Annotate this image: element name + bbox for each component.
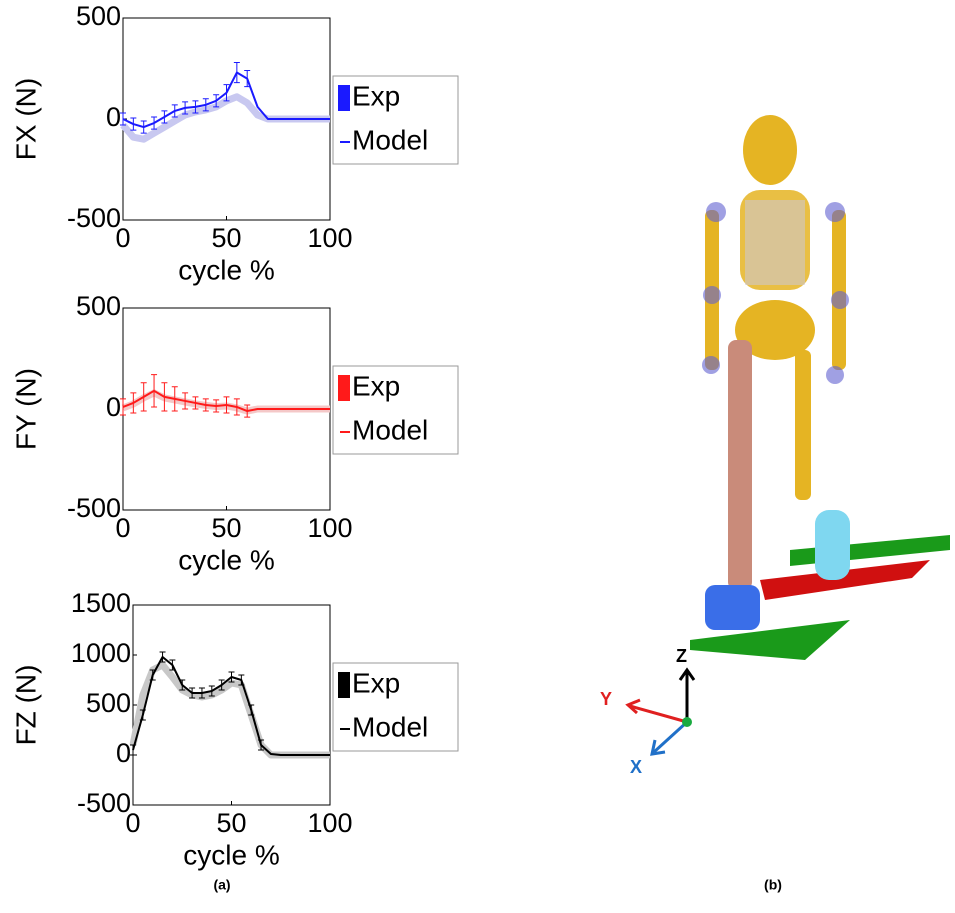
axis-label-x: X (630, 757, 642, 777)
caption: (b) (764, 877, 782, 893)
x-axis-label: cycle % (178, 544, 274, 575)
y-tick-label: 500 (76, 291, 121, 321)
x-tick-label: 50 (211, 513, 241, 543)
y-tick-label: -500 (77, 788, 131, 818)
y-axis-label: FY (N) (10, 368, 41, 450)
figure: Z Y X (a) (b) -5000500050100cycle %FX (N… (0, 0, 955, 908)
legend-label: Exp (352, 80, 400, 111)
x-tick-label: 100 (307, 808, 352, 838)
y-axis-label: FZ (N) (10, 665, 41, 746)
x-tick-label: 0 (125, 808, 140, 838)
y-tick-label: -500 (67, 203, 121, 233)
y-tick-label: 0 (116, 738, 131, 768)
x-tick-label: 100 (307, 513, 352, 543)
axis-label-z: Z (676, 646, 687, 666)
axis-label-y: Y (600, 689, 612, 709)
y-axis-label: FX (N) (10, 78, 41, 160)
error-bar (234, 62, 240, 82)
skeleton-illustration (690, 115, 950, 660)
x-tick-label: 50 (211, 223, 241, 253)
y-tick-label: -500 (67, 493, 121, 523)
legend-swatch (338, 672, 350, 698)
y-tick-label: 1000 (71, 638, 131, 668)
legend-swatch (338, 375, 350, 401)
legend-label: Model (352, 711, 428, 742)
y-tick-label: 0 (106, 102, 121, 132)
y-tick-label: 500 (86, 688, 131, 718)
y-tick-label: 500 (76, 1, 121, 31)
legend-label: Exp (352, 667, 400, 698)
legend-label: Model (352, 124, 428, 155)
x-tick-label: 0 (115, 513, 130, 543)
y-tick-label: 1500 (71, 588, 131, 618)
x-tick-label: 100 (307, 223, 352, 253)
x-axis-label: cycle % (183, 839, 279, 870)
error-bar (161, 111, 167, 123)
x-tick-label: 0 (115, 223, 130, 253)
x-axis-label: cycle % (178, 254, 274, 285)
legend-label: Model (352, 414, 428, 445)
x-tick-label: 50 (216, 808, 246, 838)
caption: (a) (213, 877, 230, 893)
coordinate-axes: Z Y X (600, 646, 694, 777)
y-tick-label: 0 (106, 392, 121, 422)
legend-label: Exp (352, 370, 400, 401)
legend-swatch (338, 85, 350, 111)
plot-area (133, 605, 330, 805)
